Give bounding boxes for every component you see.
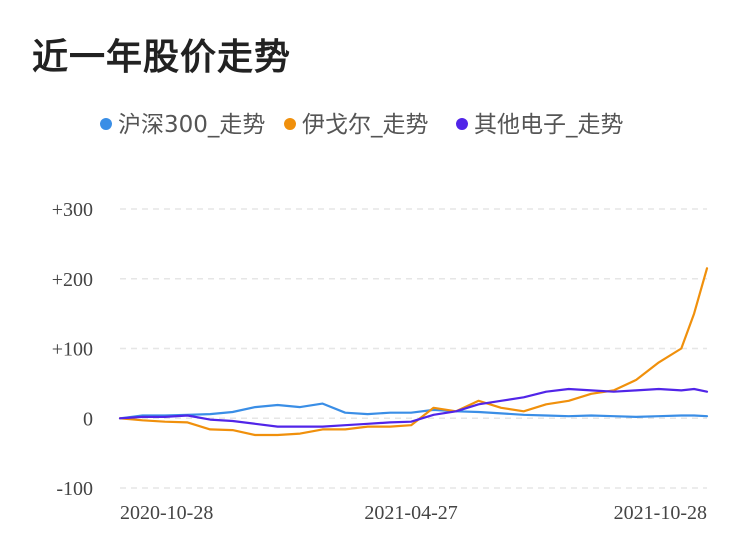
y-tick-label: 0 [83,408,93,430]
legend-label: 其他电子_走势 [474,112,624,138]
legend-marker-3a8ee6 [100,118,112,130]
y-tick-label: +300 [52,199,93,221]
legend-label: 沪深300_走势 [118,112,265,138]
gridlines [120,208,707,489]
series-line-1 [118,402,709,420]
y-tick-label: +100 [52,339,93,361]
legend: 沪深300_走势 伊戈尔_走势 其他电子_走势 [100,112,624,138]
legend-item[interactable]: 沪深300_走势 [100,112,265,138]
y-tick-label: +200 [52,269,93,291]
x-tick-label: 2021-04-27 [364,502,457,524]
legend-item[interactable]: 伊戈尔_走势 [284,112,429,138]
series-lines [118,267,709,437]
legend-marker-f0900c [284,118,296,130]
y-tick-label: -100 [56,478,93,500]
x-axis-ticks: 2020-10-28 2021-04-27 2021-10-28 [120,502,707,524]
series-line-3 [118,387,709,428]
legend-label: 伊戈尔_走势 [302,112,429,138]
x-tick-label: 2021-10-28 [614,502,707,524]
x-tick-label: 2020-10-28 [120,502,213,524]
legend-item[interactable]: 其他电子_走势 [456,112,624,138]
series-line-2 [118,267,709,437]
y-axis-ticks: +300 +200 +100 0 -100 [52,199,93,500]
legend-marker-5125e8 [456,118,468,130]
page-title: 近一年股价走势 [32,37,292,78]
